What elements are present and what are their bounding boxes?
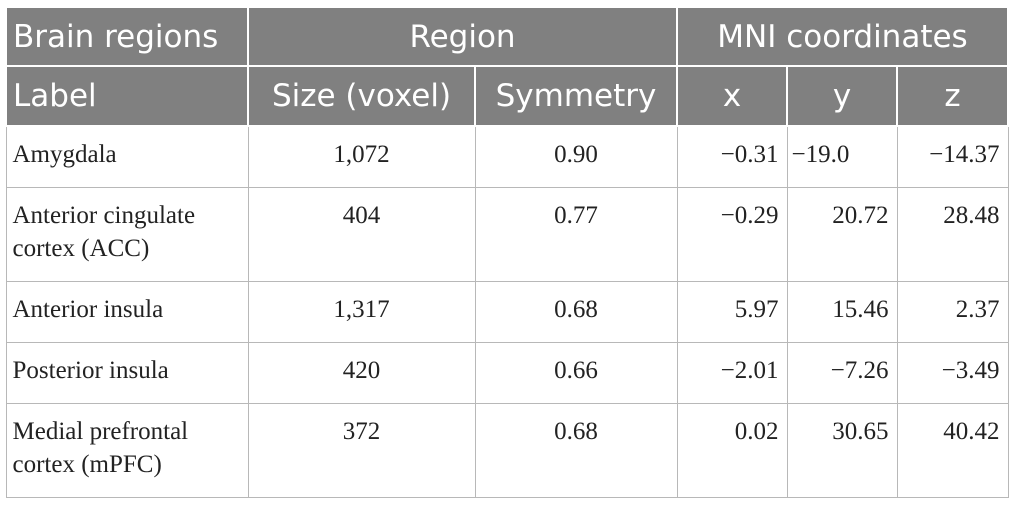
- cell-y: −7.26: [786, 341, 898, 404]
- cell-y: −19.0: [786, 125, 898, 188]
- cell-symmetry: 0.77: [474, 186, 678, 282]
- cell-size: 1,317: [247, 280, 476, 343]
- cell-label: Medial prefrontal cortex (mPFC): [5, 402, 249, 498]
- brain-regions-table: Brain regions Region MNI coordinates Lab…: [5, 6, 1009, 498]
- cell-label: Posterior insula: [5, 341, 249, 404]
- header-row-top: Brain regions Region MNI coordinates: [5, 6, 1009, 67]
- cell-y: 30.65: [786, 402, 898, 498]
- cell-x: −0.31: [676, 125, 788, 188]
- cell-y: 20.72: [786, 186, 898, 282]
- cell-z: 2.37: [896, 280, 1009, 343]
- cell-z: −3.49: [896, 341, 1009, 404]
- header-label: Label: [5, 65, 249, 127]
- table-row: Anterior insula 1,317 0.68 5.97 15.46 2.…: [5, 280, 1009, 343]
- cell-size: 420: [247, 341, 476, 404]
- table-header: Brain regions Region MNI coordinates Lab…: [5, 6, 1009, 127]
- cell-label: Amygdala: [5, 125, 249, 188]
- table-row: Amygdala 1,072 0.90 −0.31 −19.0 −14.37: [5, 125, 1009, 188]
- header-y: y: [786, 65, 898, 127]
- cell-x: 0.02: [676, 402, 788, 498]
- table-row: Anterior cingulate cortex (ACC) 404 0.77…: [5, 186, 1009, 282]
- header-mni-coordinates: MNI coordinates: [676, 6, 1009, 67]
- header-symmetry: Symmetry: [474, 65, 678, 127]
- table-row: Posterior insula 420 0.66 −2.01 −7.26 −3…: [5, 341, 1009, 404]
- cell-x: −2.01: [676, 341, 788, 404]
- cell-symmetry: 0.68: [474, 402, 678, 498]
- header-size: Size (voxel): [247, 65, 476, 127]
- cell-z: 40.42: [896, 402, 1009, 498]
- table-body: Amygdala 1,072 0.90 −0.31 −19.0 −14.37 A…: [5, 125, 1009, 498]
- cell-symmetry: 0.66: [474, 341, 678, 404]
- header-z: z: [896, 65, 1009, 127]
- header-brain-regions: Brain regions: [5, 6, 249, 67]
- cell-size: 1,072: [247, 125, 476, 188]
- cell-x: 5.97: [676, 280, 788, 343]
- cell-label: Anterior insula: [5, 280, 249, 343]
- header-row-bottom: Label Size (voxel) Symmetry x y z: [5, 65, 1009, 127]
- table-row: Medial prefrontal cortex (mPFC) 372 0.68…: [5, 402, 1009, 498]
- cell-y: 15.46: [786, 280, 898, 343]
- cell-label: Anterior cingulate cortex (ACC): [5, 186, 249, 282]
- cell-z: 28.48: [896, 186, 1009, 282]
- header-region: Region: [247, 6, 678, 67]
- header-x: x: [676, 65, 788, 127]
- cell-size: 404: [247, 186, 476, 282]
- cell-symmetry: 0.90: [474, 125, 678, 188]
- cell-z: −14.37: [896, 125, 1009, 188]
- cell-symmetry: 0.68: [474, 280, 678, 343]
- cell-size: 372: [247, 402, 476, 498]
- cell-x: −0.29: [676, 186, 788, 282]
